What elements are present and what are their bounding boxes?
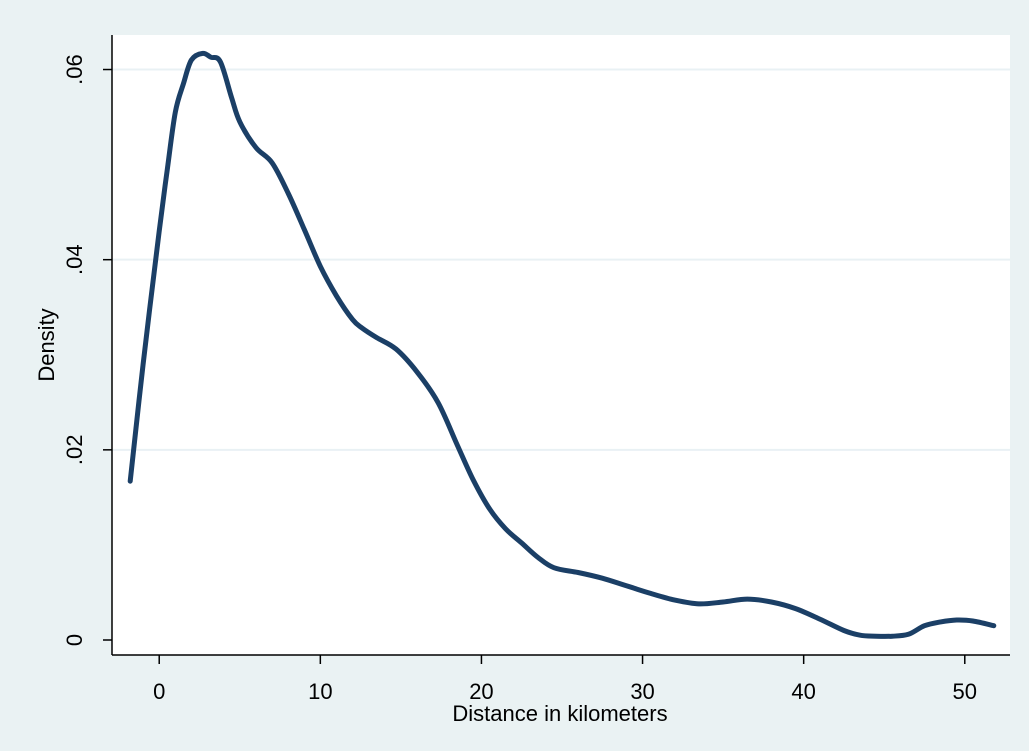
x-tick-label-5: 50 — [953, 679, 977, 704]
x-tick-label-0: 0 — [153, 679, 165, 704]
tick-layer: 0 10 20 30 40 50 0 .02 .04 .06 — [62, 54, 977, 704]
y-tick-label-2: .04 — [62, 244, 87, 275]
x-tick-label-1: 10 — [308, 679, 332, 704]
x-tick-label-4: 40 — [791, 679, 815, 704]
x-tick-label-2: 20 — [469, 679, 493, 704]
y-tick-label-0: 0 — [62, 634, 87, 646]
x-tick-label-3: 30 — [630, 679, 654, 704]
grid-layer — [112, 68, 1010, 451]
y-tick-label-1: .02 — [62, 435, 87, 466]
density-line — [127, 50, 997, 639]
y-axis-title: Density — [34, 308, 59, 381]
plot-area — [112, 35, 1010, 655]
y-tick-label-3: .06 — [62, 54, 87, 85]
x-axis-title: Distance in kilometers — [452, 701, 667, 726]
